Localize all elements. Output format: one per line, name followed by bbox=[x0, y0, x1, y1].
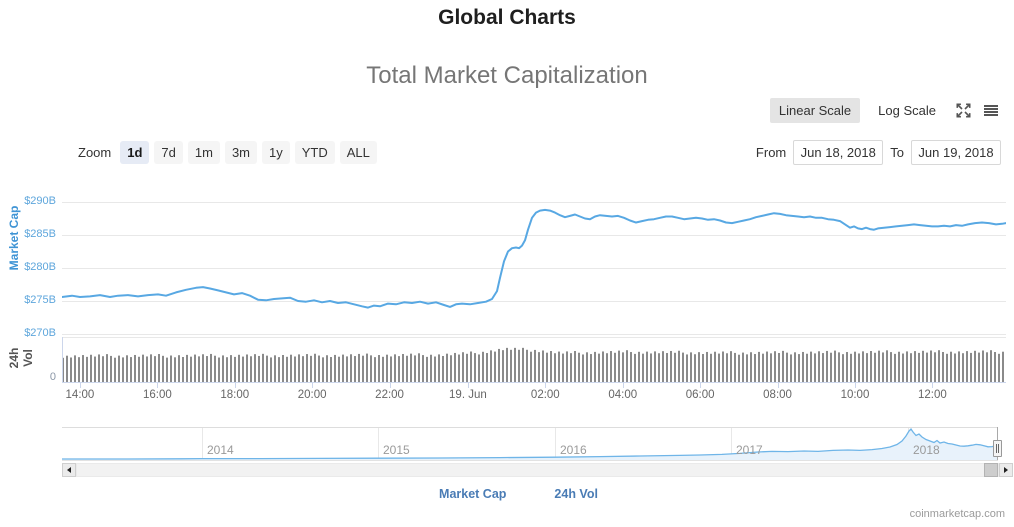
navigator-year-label: 2016 bbox=[560, 443, 587, 457]
zoom-button-all[interactable]: ALL bbox=[339, 141, 377, 164]
x-tick-label: 10:00 bbox=[840, 389, 870, 401]
x-tick-label: 12:00 bbox=[917, 389, 947, 401]
navigator-year-label: 2018 bbox=[913, 443, 940, 457]
dot-marker-icon bbox=[536, 489, 547, 500]
volume-zero-label: 0 bbox=[49, 371, 56, 383]
chart-title: Total Market Capitalization bbox=[366, 62, 648, 89]
line-marker-icon bbox=[416, 493, 432, 496]
x-tick-label: 16:00 bbox=[142, 389, 172, 401]
zoom-button-1m[interactable]: 1m bbox=[187, 141, 220, 164]
x-tick-label: 14:00 bbox=[65, 389, 95, 401]
y-tick-label: $290B bbox=[24, 195, 56, 207]
y-tick-label: $270B bbox=[24, 327, 56, 339]
linear-scale-button[interactable]: Linear Scale bbox=[769, 98, 861, 123]
log-scale-button[interactable]: Log Scale bbox=[869, 98, 945, 123]
scrollbar-right-arrow[interactable] bbox=[999, 463, 1013, 477]
chart-legend: Market Cap 24h Vol bbox=[0, 487, 1014, 501]
x-tick-label: 04:00 bbox=[608, 389, 638, 401]
legend-item-market-cap[interactable]: Market Cap bbox=[416, 487, 506, 501]
x-tick-label: 22:00 bbox=[375, 389, 404, 401]
x-tick-label: 08:00 bbox=[763, 389, 792, 401]
legend-label: 24h Vol bbox=[554, 487, 598, 501]
zoom-label: Zoom bbox=[78, 145, 112, 160]
to-label: To bbox=[890, 145, 904, 160]
scrollbar-track[interactable] bbox=[76, 463, 999, 477]
x-tick-label: 19. Jun bbox=[449, 389, 487, 401]
menu-icon[interactable] bbox=[982, 103, 1000, 118]
x-tick-label: 06:00 bbox=[685, 389, 715, 401]
zoom-button-3m[interactable]: 3m bbox=[224, 141, 257, 164]
volume-axis-title: 24h Vol bbox=[7, 347, 35, 369]
y-tick-label: $275B bbox=[24, 294, 56, 306]
page-title: Global Charts bbox=[438, 6, 576, 29]
navigator-year-label: 2017 bbox=[736, 443, 763, 457]
from-label: From bbox=[755, 145, 787, 160]
main-chart-plot[interactable] bbox=[62, 185, 1006, 388]
y-tick-label: $285B bbox=[24, 228, 56, 240]
x-tick-label: 02:00 bbox=[530, 389, 560, 401]
scale-toggle: Linear Scale Log Scale bbox=[769, 98, 1000, 123]
navigator-handle[interactable] bbox=[993, 440, 1002, 457]
zoom-button-1y[interactable]: 1y bbox=[262, 141, 290, 164]
fullscreen-icon[interactable] bbox=[954, 101, 973, 120]
watermark: coinmarketcap.com bbox=[909, 508, 1005, 520]
to-date-input[interactable] bbox=[911, 140, 1001, 165]
y-tick-label: $280B bbox=[24, 261, 56, 273]
zoom-button-7d[interactable]: 7d bbox=[154, 141, 183, 164]
scrollbar-thumb[interactable] bbox=[984, 463, 998, 477]
navigator-year-label: 2014 bbox=[207, 443, 234, 457]
navigator-plot[interactable] bbox=[62, 427, 998, 461]
legend-label: Market Cap bbox=[439, 487, 507, 501]
navigator-year-label: 2015 bbox=[383, 443, 410, 457]
x-tick-label: 18:00 bbox=[220, 389, 250, 401]
zoom-button-1d[interactable]: 1d bbox=[120, 141, 150, 164]
date-range: From To bbox=[756, 140, 1001, 165]
scrollbar-left-arrow[interactable] bbox=[62, 463, 76, 477]
legend-item-24h-vol[interactable]: 24h Vol bbox=[536, 487, 598, 501]
from-date-input[interactable] bbox=[793, 140, 884, 165]
zoom-button-ytd[interactable]: YTD bbox=[294, 141, 335, 164]
x-tick-label: 20:00 bbox=[297, 389, 327, 401]
range-selector-row: Zoom 1d 7d 1m 3m 1y YTD ALL From To bbox=[78, 140, 1001, 165]
zoom-buttons: Zoom 1d 7d 1m 3m 1y YTD ALL bbox=[78, 141, 377, 164]
